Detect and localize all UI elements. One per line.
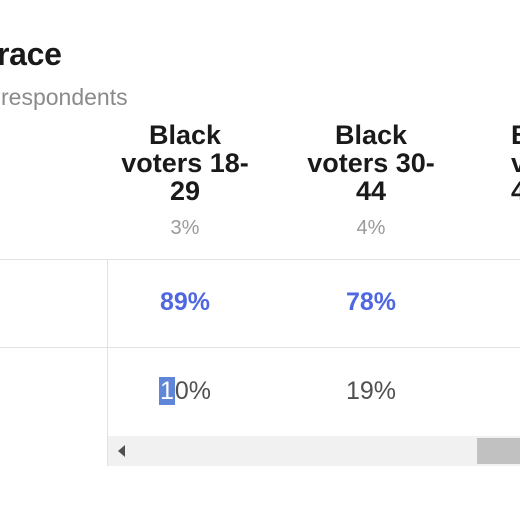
column-header-black-voters-30-44: Black voters 30- 44 [291, 121, 451, 205]
column-share: 3% [170, 217, 200, 239]
column-header-line: Black [148, 120, 222, 150]
column-header-line: voters 18- [121, 148, 249, 178]
table-column-divider [107, 259, 108, 466]
column-header-line: v [511, 148, 520, 178]
table-cell-text: 0% [174, 377, 212, 405]
table-cell: 19% [345, 377, 397, 405]
table-cell: 89% [159, 288, 211, 316]
page-title: race [0, 36, 62, 72]
scrollbar-thumb[interactable] [477, 438, 520, 464]
column-header-line: 44 [355, 176, 387, 206]
table-divider [0, 347, 520, 348]
column-header-clipped: B v 4 [511, 121, 520, 205]
column-header-line: 29 [169, 176, 201, 206]
scroll-left-arrow-icon[interactable] [118, 445, 125, 457]
table-cell: 78% [345, 288, 397, 316]
text-selection-highlight: 1 [158, 377, 175, 405]
table-divider [0, 259, 520, 260]
column-header-line: Black [334, 120, 408, 150]
column-header-line: voters 30- [307, 148, 435, 178]
page-subtitle: respondents [1, 84, 128, 110]
column-header-black-voters-18-29: Black voters 18- 29 [105, 121, 265, 205]
column-header-line: B [511, 121, 520, 149]
column-header-line: 4 [511, 176, 520, 206]
column-share: 4% [356, 217, 386, 239]
table-cell-with-selection[interactable]: 10% [105, 377, 265, 406]
horizontal-scrollbar[interactable] [108, 436, 520, 466]
